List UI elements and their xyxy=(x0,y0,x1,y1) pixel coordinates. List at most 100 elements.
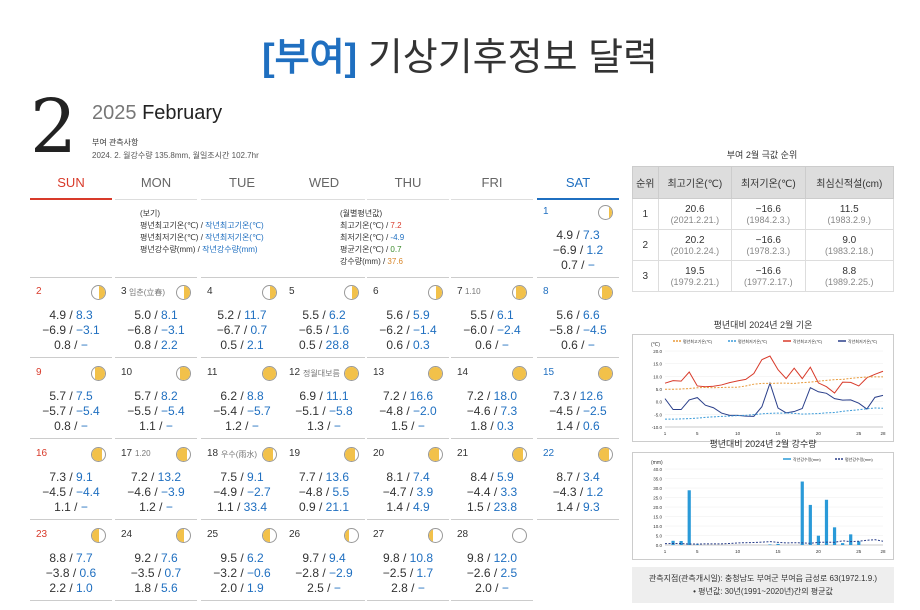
last-year-value: −4.5 xyxy=(583,323,607,337)
solar-term: 입춘(立春) xyxy=(129,288,166,297)
solar-term: 1.20 xyxy=(135,449,151,458)
y-tick-label: 10.0 xyxy=(653,374,662,379)
value-line: 0.6 / − xyxy=(537,338,619,353)
value-line: −2.5 / 1.7 xyxy=(367,566,449,581)
rank-header: 최저기온(℃) xyxy=(731,166,806,199)
value-line: 0.8 / − xyxy=(30,338,112,353)
last-year-value: 0.6 xyxy=(583,419,600,433)
day-values: 9.7 / 9.4 −2.8 / −2.9 2.5 / − xyxy=(283,551,365,596)
moon-phase-icon xyxy=(91,528,106,543)
day-cell: 27 9.8 / 10.8 −2.5 / 1.7 2.8 / − xyxy=(367,523,449,601)
obs-summary: 2024. 2. 월강수량 135.8mm, 월일조시간 102.7hr xyxy=(92,151,259,160)
last-year-value: 1.2 xyxy=(586,243,604,257)
y-tick-label: 0.0 xyxy=(656,543,663,548)
day-number: 28 xyxy=(457,529,469,540)
value-line: −6.5 / 1.6 xyxy=(283,323,365,338)
rank-number: 2 xyxy=(632,229,659,261)
temp-chart: (℃) 20.0 15.0 10.0 5.0 0.0 -5.0 -10.0 1 5 10 15 20 25… xyxy=(632,334,894,442)
last-year-value: 7.6 xyxy=(161,551,178,565)
last-year-value: 5.5 xyxy=(332,485,350,499)
normal-value: 5.0 / xyxy=(134,308,161,322)
value-line: −2.8 / −2.9 xyxy=(283,566,365,581)
last-year-value: 8.8 xyxy=(247,389,264,403)
day-values: 5.6 / 5.9 −6.2 / −1.4 0.6 / 0.3 xyxy=(367,308,449,353)
last-year-value: 2.5 xyxy=(500,566,518,580)
last-year-value: 10.8 xyxy=(409,551,434,565)
last-year-value: 12.0 xyxy=(493,551,518,565)
last-year-value: 7.3 xyxy=(500,404,518,418)
value-line: 6.9 / 11.1 xyxy=(283,389,365,404)
last-year-value: −4.4 xyxy=(76,485,100,499)
value-line: 1.4 / 9.3 xyxy=(537,500,619,515)
normals-row: 강수량(mm) / 37.6 xyxy=(340,256,404,268)
normal-value: −5.8 / xyxy=(549,323,583,337)
legend-label: 평년최고기온(℃) xyxy=(683,338,713,344)
moon-phase-icon xyxy=(512,285,527,300)
moon-lit xyxy=(184,286,190,299)
value-line: −5.4 / −5.7 xyxy=(201,404,283,419)
x-tick-label: 20 xyxy=(816,549,822,554)
series-line xyxy=(665,376,883,390)
day-number: 9 xyxy=(36,367,42,378)
series-line xyxy=(664,381,884,417)
day-values: 5.7 / 7.5 −5.7 / −5.4 0.8 / − xyxy=(30,389,112,434)
month-name: February xyxy=(142,102,223,124)
value-line: 1.4 / 0.6 xyxy=(537,419,619,434)
solar-term: 정월대보름 xyxy=(303,369,340,378)
day-values: 5.6 / 6.6 −5.8 / −4.5 0.6 / − xyxy=(537,308,619,353)
day-values: 4.9 / 7.3 −6.9 / 1.2 0.7 / − xyxy=(537,228,619,273)
normal-value: 9.7 / xyxy=(302,551,329,565)
normal-value: 8.1 / xyxy=(386,470,413,484)
rank-number: 3 xyxy=(632,260,659,292)
last-year-value: 13.6 xyxy=(325,470,350,484)
last-year-value: 0.7 xyxy=(164,566,182,580)
day-values: 5.5 / 6.2 −6.5 / 1.6 0.5 / 28.8 xyxy=(283,308,365,353)
legend-heading: (보기) xyxy=(140,209,161,218)
last-year-value: 12.6 xyxy=(579,389,604,403)
last-year-value: 7.3 xyxy=(583,228,600,242)
weekday-wed: WED xyxy=(283,170,365,200)
last-year-value: −3.1 xyxy=(161,323,185,337)
day-number: 11 xyxy=(207,367,218,378)
value-line: 1.8 / 5.6 xyxy=(115,581,197,596)
day-cell: 22 8.7 / 3.4 −4.3 / 1.2 1.4 / 9.3 xyxy=(537,442,619,520)
normal-value: 8.4 / xyxy=(470,470,497,484)
normal-value: 5.5 / xyxy=(302,308,329,322)
station-footer: 관측지점(관측개시일): 충청남도 부여군 부여읍 금성로 63(1972.1.… xyxy=(632,567,894,603)
last-year-value: 9.1 xyxy=(247,470,264,484)
value-line: −3.5 / 0.7 xyxy=(115,566,197,581)
rank-value: −16.6 xyxy=(755,234,781,246)
last-year-value: −5.7 xyxy=(247,404,271,418)
x-tick-label: 10 xyxy=(735,431,741,436)
day-cell: 25 9.5 / 6.2 −3.2 / −0.6 2.0 / 1.9 xyxy=(201,523,283,601)
normals-label: 최고기온(℃) / xyxy=(340,221,391,230)
day-cell: 4 5.2 / 11.7 −6.7 / 0.7 0.5 / 2.1 xyxy=(201,280,283,358)
weekday-thu: THU xyxy=(367,170,449,200)
value-line: 7.3 / 12.6 xyxy=(537,389,619,404)
empty-cell xyxy=(201,200,283,278)
day-values: 8.7 / 3.4 −4.3 / 1.2 1.4 / 9.3 xyxy=(537,470,619,515)
last-year-value: −2.4 xyxy=(497,323,521,337)
value-line: 5.7 / 7.5 xyxy=(30,389,112,404)
normal-value: −6.0 / xyxy=(463,323,497,337)
day-values: 7.2 / 18.0 −4.6 / 7.3 1.8 / 0.3 xyxy=(451,389,533,434)
rank-row: 3 19.5 (1979.2.21.) −16.6 (1977.2.17.) 8.8 (19… xyxy=(632,260,895,292)
value-line: 2.5 / − xyxy=(283,581,365,596)
rank-value: 11.5 xyxy=(839,203,859,215)
value-line: 1.1 / 33.4 xyxy=(201,500,283,515)
value-line: −6.2 / −1.4 xyxy=(367,323,449,338)
moon-lit xyxy=(180,367,190,380)
rank-date: (2010.2.24.) xyxy=(670,245,720,256)
last-year-value: 2.1 xyxy=(247,338,264,352)
value-line: −4.7 / 3.9 xyxy=(367,485,449,500)
day-number: 1 xyxy=(543,206,549,217)
value-line: 7.5 / 9.1 xyxy=(201,470,283,485)
rank-date: (1978.2.3.) xyxy=(746,245,791,256)
rank-value: 8.8 xyxy=(842,265,857,277)
moon-lit xyxy=(599,367,612,380)
precip-bar xyxy=(808,504,812,545)
y-tick-label: 5.0 xyxy=(656,387,663,392)
rank-row: 1 20.6 (2021.2.21.) −16.6 (1984.2.3.) 11.5 (19… xyxy=(632,198,895,230)
value-line: 7.2 / 16.6 xyxy=(367,389,449,404)
rank-date: (1989.2.25.) xyxy=(825,276,874,287)
